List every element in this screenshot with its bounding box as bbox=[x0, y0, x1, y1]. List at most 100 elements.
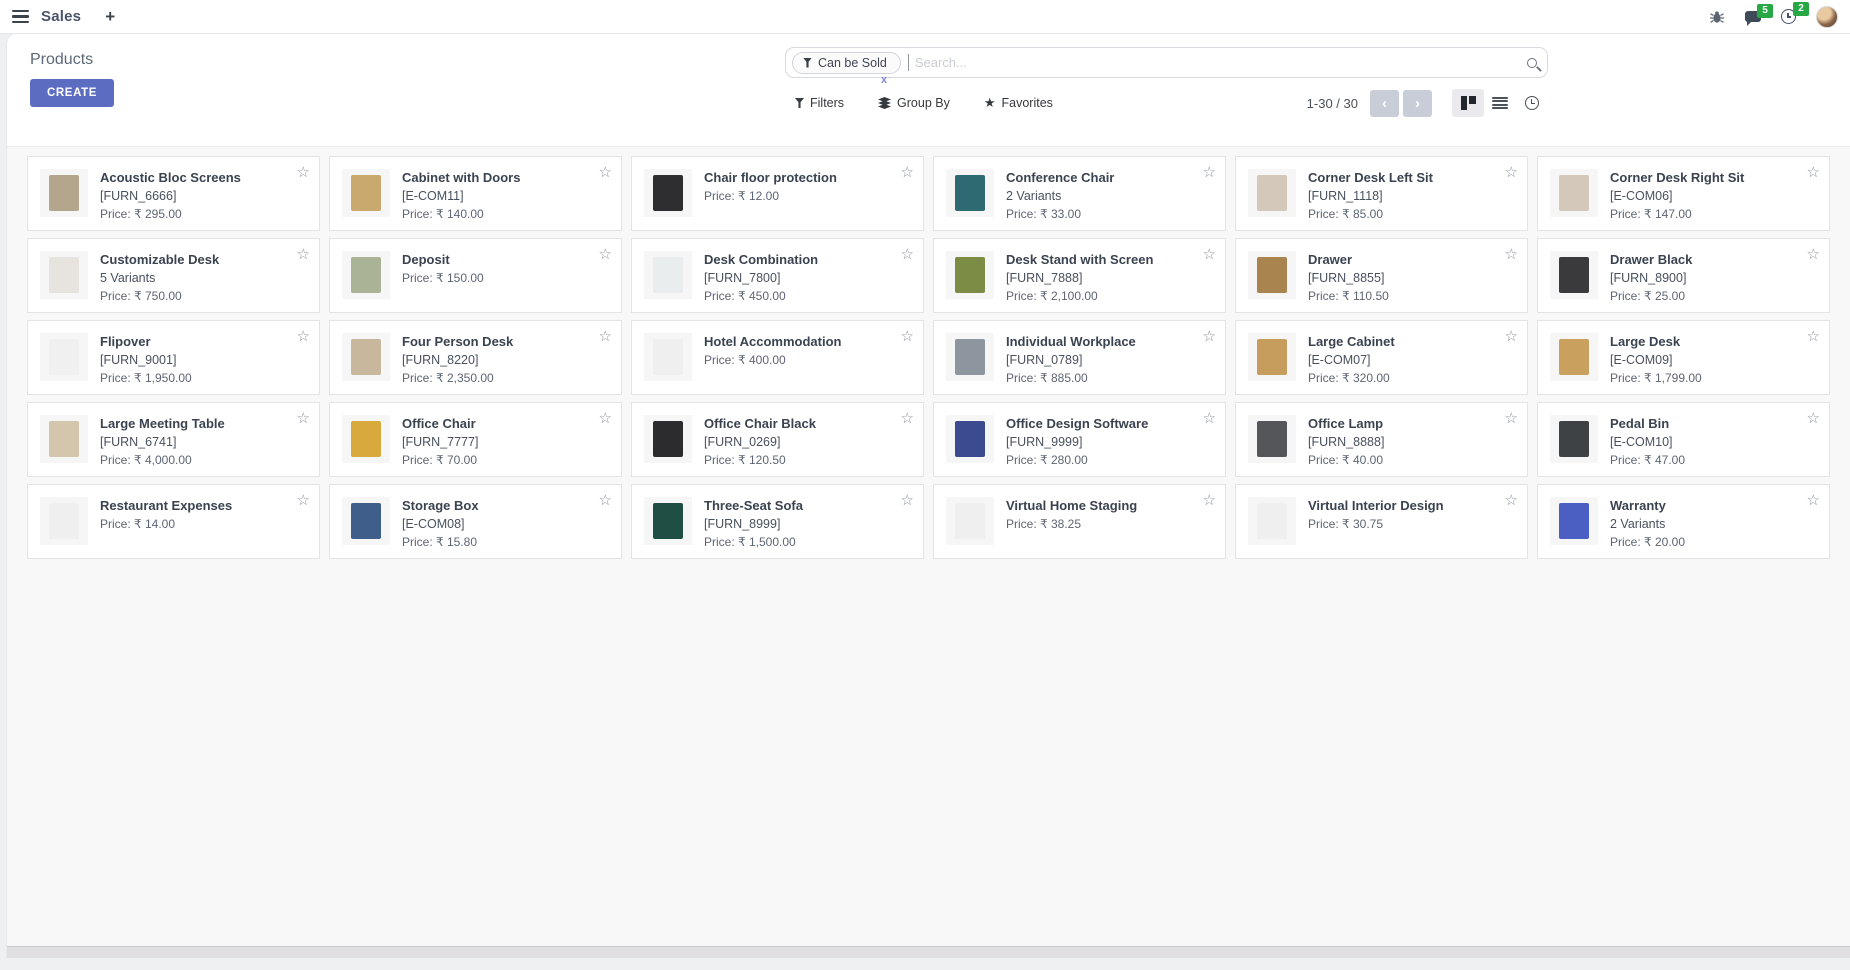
action-manager: Products CREATE Can be Sold x Filters Gr… bbox=[7, 34, 1850, 958]
product-card[interactable]: Desk Combination [FURN_7800] Price: ₹ 45… bbox=[631, 238, 924, 313]
favorite-star-icon[interactable]: ☆ bbox=[1202, 164, 1216, 181]
messages-menu[interactable]: 5 bbox=[1745, 4, 1773, 26]
product-image-shape bbox=[1559, 421, 1589, 457]
product-card[interactable]: Drawer [FURN_8855] Price: ₹ 110.50 ☆ bbox=[1235, 238, 1528, 313]
favorite-star-icon[interactable]: ☆ bbox=[900, 410, 914, 427]
favorite-star-icon[interactable]: ☆ bbox=[598, 246, 612, 263]
favorite-star-icon[interactable]: ☆ bbox=[1202, 492, 1216, 509]
pager-next-button[interactable]: › bbox=[1403, 89, 1432, 117]
product-subtitle: [FURN_8900] bbox=[1610, 271, 1687, 285]
product-card[interactable]: Virtual Home Staging Price: ₹ 38.25 ☆ bbox=[933, 484, 1226, 559]
product-card[interactable]: Flipover [FURN_9001] Price: ₹ 1,950.00 ☆ bbox=[27, 320, 320, 395]
favorite-star-icon[interactable]: ☆ bbox=[900, 328, 914, 345]
favorites-button[interactable]: ★ Favorites bbox=[984, 95, 1053, 111]
product-card[interactable]: Large Cabinet [E-COM07] Price: ₹ 320.00 … bbox=[1235, 320, 1528, 395]
product-card[interactable]: Individual Workplace [FURN_0789] Price: … bbox=[933, 320, 1226, 395]
apps-menu-icon[interactable] bbox=[12, 9, 29, 24]
favorite-star-icon[interactable]: ☆ bbox=[1202, 246, 1216, 263]
product-card[interactable]: Conference Chair 2 Variants Price: ₹ 33.… bbox=[933, 156, 1226, 231]
product-card[interactable]: Deposit Price: ₹ 150.00 ☆ bbox=[329, 238, 622, 313]
favorite-star-icon[interactable]: ☆ bbox=[1202, 410, 1216, 427]
facet-remove-icon[interactable]: x bbox=[881, 73, 888, 86]
favorite-star-icon[interactable]: ☆ bbox=[296, 410, 310, 427]
product-price: Price: ₹ 47.00 bbox=[1610, 453, 1686, 467]
product-card[interactable]: Chair floor protection Price: ₹ 12.00 ☆ bbox=[631, 156, 924, 231]
product-card[interactable]: Storage Box [E-COM08] Price: ₹ 15.80 ☆ bbox=[329, 484, 622, 559]
group-by-layers-icon bbox=[878, 97, 892, 109]
kanban-view-button[interactable] bbox=[1452, 89, 1484, 117]
filters-button[interactable]: Filters bbox=[795, 96, 844, 110]
favorite-star-icon[interactable]: ☆ bbox=[296, 492, 310, 509]
product-image bbox=[40, 415, 88, 463]
product-card[interactable]: Office Chair [FURN_7777] Price: ₹ 70.00 … bbox=[329, 402, 622, 477]
favorite-star-icon[interactable]: ☆ bbox=[296, 246, 310, 263]
product-card[interactable]: Desk Stand with Screen [FURN_7888] Price… bbox=[933, 238, 1226, 313]
kanban-icon bbox=[1460, 96, 1476, 110]
product-card[interactable]: Corner Desk Left Sit [FURN_1118] Price: … bbox=[1235, 156, 1528, 231]
product-card[interactable]: Four Person Desk [FURN_8220] Price: ₹ 2,… bbox=[329, 320, 622, 395]
current-app-name[interactable]: Sales bbox=[41, 8, 82, 25]
product-card[interactable]: Virtual Interior Design Price: ₹ 30.75 ☆ bbox=[1235, 484, 1528, 559]
favorite-star-icon[interactable]: ☆ bbox=[598, 410, 612, 427]
group-by-button[interactable]: Group By bbox=[878, 96, 950, 110]
product-card[interactable]: Warranty 2 Variants Price: ₹ 20.00 ☆ bbox=[1537, 484, 1830, 559]
favorite-star-icon[interactable]: ☆ bbox=[598, 164, 612, 181]
activity-view-button[interactable] bbox=[1516, 89, 1548, 117]
search-input[interactable] bbox=[908, 55, 1527, 70]
favorite-star-icon[interactable]: ☆ bbox=[1504, 492, 1518, 509]
product-card[interactable]: Restaurant Expenses Price: ₹ 14.00 ☆ bbox=[27, 484, 320, 559]
product-card-body: Pedal Bin [E-COM10] Price: ₹ 47.00 bbox=[1610, 415, 1819, 467]
page-title: Products bbox=[30, 51, 94, 68]
product-card[interactable]: Customizable Desk 5 Variants Price: ₹ 75… bbox=[27, 238, 320, 313]
product-image-shape bbox=[1559, 257, 1589, 293]
favorite-star-icon[interactable]: ☆ bbox=[1504, 328, 1518, 345]
product-card[interactable]: Pedal Bin [E-COM10] Price: ₹ 47.00 ☆ bbox=[1537, 402, 1830, 477]
search-facet-can-be-sold[interactable]: Can be Sold x bbox=[792, 51, 901, 86]
debug-bug-icon[interactable] bbox=[1709, 9, 1725, 25]
product-card[interactable]: Corner Desk Right Sit [E-COM06] Price: ₹… bbox=[1537, 156, 1830, 231]
product-card[interactable]: Office Chair Black [FURN_0269] Price: ₹ … bbox=[631, 402, 924, 477]
product-name: Large Desk bbox=[1610, 334, 1681, 349]
favorite-star-icon[interactable]: ☆ bbox=[1504, 246, 1518, 263]
product-price: Price: ₹ 110.50 bbox=[1308, 289, 1389, 303]
product-card[interactable]: Office Design Software [FURN_9999] Price… bbox=[933, 402, 1226, 477]
favorite-star-icon[interactable]: ☆ bbox=[1504, 410, 1518, 427]
product-image-shape bbox=[351, 257, 381, 293]
favorite-star-icon[interactable]: ☆ bbox=[296, 328, 310, 345]
product-card[interactable]: Large Desk [E-COM09] Price: ₹ 1,799.00 ☆ bbox=[1537, 320, 1830, 395]
favorite-star-icon[interactable]: ☆ bbox=[1806, 410, 1820, 427]
product-card[interactable]: Cabinet with Doors [E-COM11] Price: ₹ 14… bbox=[329, 156, 622, 231]
add-tab-button[interactable]: + bbox=[105, 7, 116, 26]
bottom-strip bbox=[7, 946, 1850, 958]
product-image bbox=[1550, 415, 1598, 463]
favorite-star-icon[interactable]: ☆ bbox=[1202, 328, 1216, 345]
favorite-star-icon[interactable]: ☆ bbox=[598, 492, 612, 509]
favorite-star-icon[interactable]: ☆ bbox=[598, 328, 612, 345]
product-card-body: Virtual Interior Design Price: ₹ 30.75 bbox=[1308, 497, 1517, 546]
product-image-shape bbox=[1559, 503, 1589, 539]
favorite-star-icon[interactable]: ☆ bbox=[1806, 246, 1820, 263]
favorite-star-icon[interactable]: ☆ bbox=[1806, 492, 1820, 509]
favorite-star-icon[interactable]: ☆ bbox=[900, 164, 914, 181]
pager-previous-button[interactable]: ‹ bbox=[1370, 89, 1399, 117]
favorite-star-icon[interactable]: ☆ bbox=[900, 492, 914, 509]
product-card[interactable]: Drawer Black [FURN_8900] Price: ₹ 25.00 … bbox=[1537, 238, 1830, 313]
favorite-star-icon[interactable]: ☆ bbox=[1806, 328, 1820, 345]
favorite-star-icon[interactable]: ☆ bbox=[1806, 164, 1820, 181]
product-card[interactable]: Acoustic Bloc Screens [FURN_6666] Price:… bbox=[27, 156, 320, 231]
user-menu[interactable] bbox=[1816, 5, 1838, 28]
product-card[interactable]: Three-Seat Sofa [FURN_8999] Price: ₹ 1,5… bbox=[631, 484, 924, 559]
product-card[interactable]: Large Meeting Table [FURN_6741] Price: ₹… bbox=[27, 402, 320, 477]
search-icon[interactable] bbox=[1527, 57, 1537, 68]
favorite-star-icon[interactable]: ☆ bbox=[296, 164, 310, 181]
product-card[interactable]: Hotel Accommodation Price: ₹ 400.00 ☆ bbox=[631, 320, 924, 395]
product-price: Price: ₹ 25.00 bbox=[1610, 289, 1686, 303]
favorite-star-icon[interactable]: ☆ bbox=[1504, 164, 1518, 181]
product-card[interactable]: Office Lamp [FURN_8888] Price: ₹ 40.00 ☆ bbox=[1235, 402, 1528, 477]
create-button[interactable]: CREATE bbox=[30, 79, 115, 107]
activities-menu[interactable]: 2 bbox=[1781, 2, 1809, 24]
list-view-button[interactable] bbox=[1484, 89, 1516, 117]
search-bar[interactable]: Can be Sold x bbox=[785, 47, 1548, 86]
product-image bbox=[1248, 497, 1296, 545]
favorite-star-icon[interactable]: ☆ bbox=[900, 246, 914, 263]
